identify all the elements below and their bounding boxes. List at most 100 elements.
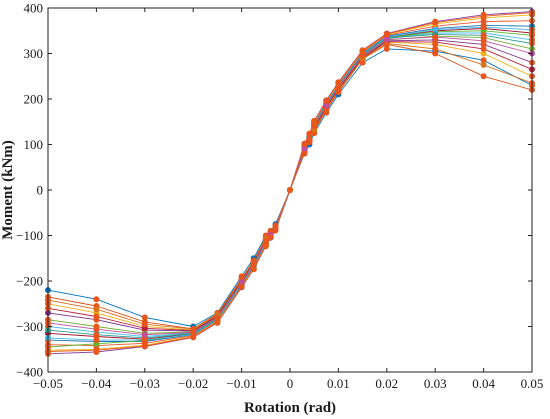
y-tick-label: −400: [16, 365, 43, 380]
data-point: [432, 34, 439, 41]
series-line: [47, 35, 533, 334]
data-point: [306, 131, 313, 137]
x-tick-label: 0.04: [472, 376, 495, 391]
y-tick-label: 300: [24, 46, 44, 61]
series-curves: [47, 11, 533, 355]
series-line: [47, 43, 533, 330]
series-line: [47, 41, 533, 332]
data-point: [335, 79, 342, 86]
y-axis-label: Moment (kNm): [0, 140, 16, 240]
y-tick-label: −300: [16, 319, 43, 334]
data-point: [141, 325, 148, 332]
data-point: [432, 19, 439, 26]
series-line: [47, 36, 533, 336]
data-point: [272, 227, 279, 233]
data-point: [267, 234, 274, 241]
series-line: [47, 24, 533, 342]
data-point: [480, 13, 487, 20]
x-axis-label: Rotation (rad): [244, 400, 336, 416]
series-line: [47, 32, 533, 337]
data-point: [480, 73, 487, 80]
data-point: [432, 45, 439, 52]
data-point: [323, 102, 330, 109]
series-line: [47, 11, 533, 355]
data-point: [141, 331, 148, 338]
data-point: [383, 30, 390, 37]
x-tick-label: −0.05: [33, 376, 63, 391]
data-point: [311, 122, 318, 129]
y-tick-label: −100: [16, 228, 43, 243]
data-point: [141, 343, 148, 350]
series-line: [47, 41, 533, 331]
data-point: [190, 329, 197, 336]
data-point: [262, 243, 269, 249]
data-point: [238, 279, 245, 286]
series-line: [47, 26, 533, 341]
y-tick-label: 0: [37, 183, 44, 198]
series-markers: [45, 8, 535, 357]
x-tick-label: −0.01: [227, 376, 257, 391]
data-point: [93, 313, 100, 320]
data-point: [250, 265, 257, 272]
data-point: [214, 314, 221, 321]
x-tick-label: 0.02: [375, 376, 398, 391]
data-point: [383, 40, 390, 47]
x-tick-label: 0: [287, 376, 294, 391]
data-point: [480, 24, 487, 31]
data-point: [238, 283, 245, 290]
data-point: [93, 337, 100, 344]
series-line: [47, 39, 533, 332]
data-point: [301, 141, 308, 147]
series-line: [47, 43, 533, 330]
data-point: [190, 334, 197, 340]
data-point: [311, 118, 318, 125]
x-tick-label: 0.01: [327, 376, 350, 391]
data-point: [480, 50, 487, 57]
data-point: [141, 314, 148, 321]
x-tick-label: −0.02: [178, 376, 208, 391]
data-point: [359, 47, 366, 54]
y-tick-label: −200: [16, 274, 43, 289]
data-point: [214, 319, 221, 326]
data-point: [432, 39, 439, 46]
data-point: [250, 261, 257, 268]
y-tick-label: 200: [24, 92, 44, 107]
series-line: [47, 20, 533, 347]
series-line: [47, 28, 533, 340]
data-point: [306, 135, 313, 142]
data-point: [262, 238, 269, 245]
data-point: [480, 61, 487, 68]
data-point: [335, 88, 342, 95]
data-point: [480, 37, 487, 44]
series-line: [47, 33, 533, 339]
data-point: [432, 26, 439, 33]
data-point: [93, 326, 100, 333]
series-line: [47, 12, 533, 352]
y-tick-label: 100: [24, 137, 44, 152]
data-point: [311, 126, 318, 133]
data-point: [383, 45, 390, 52]
data-point: [93, 331, 100, 338]
data-point: [323, 97, 330, 104]
x-tick-label: 0.05: [521, 376, 544, 391]
x-tick-label: 0.03: [424, 376, 447, 391]
data-point: [93, 296, 100, 303]
data-point: [480, 45, 487, 52]
data-point: [383, 36, 390, 43]
data-point: [480, 57, 487, 64]
data-point: [323, 106, 330, 113]
data-point: [93, 306, 100, 313]
data-point: [93, 347, 100, 354]
y-axis-ticks: −400 −300 −200 −100 0 100 200 300 400: [16, 1, 532, 380]
data-point: [335, 84, 342, 91]
data-point: [301, 145, 308, 152]
data-point: [141, 321, 148, 328]
y-tick-label: 400: [24, 1, 44, 16]
data-point: [287, 187, 293, 193]
x-axis-ticks: −0.05 −0.04 −0.03 −0.02 −0.01 0 0.01 0.02 0.03 0.…: [33, 8, 543, 391]
data-point: [480, 32, 487, 39]
x-tick-label: −0.04: [81, 376, 112, 391]
x-tick-label: −0.03: [130, 376, 160, 391]
data-point: [359, 52, 366, 59]
